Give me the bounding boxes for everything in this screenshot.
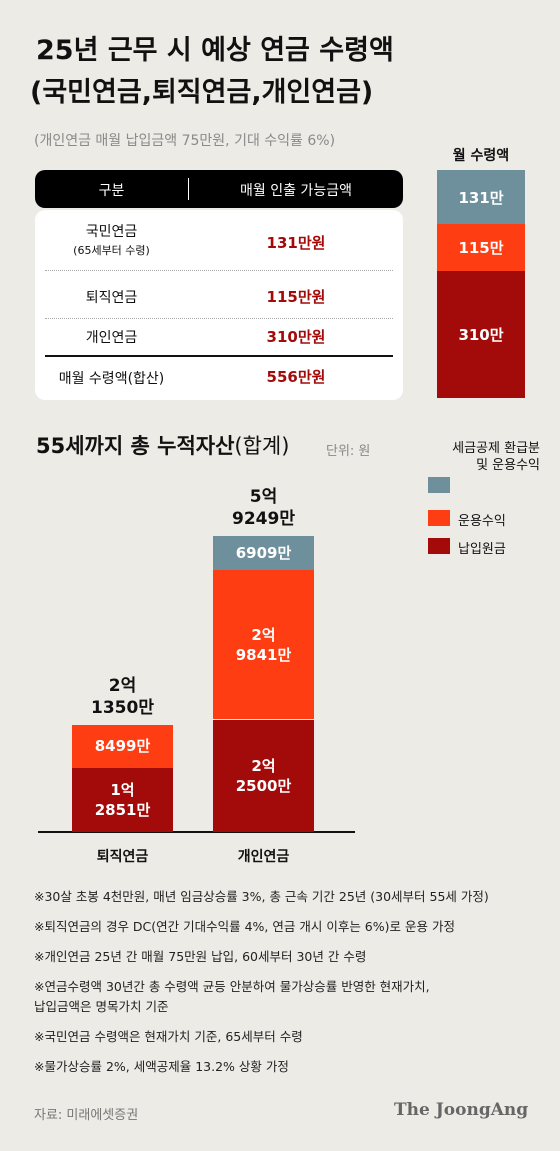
bar-segment [213, 535, 314, 571]
table-body [35, 210, 403, 400]
value-label: 2억 9841만 [235, 625, 292, 664]
note: ※퇴직연금의 경우 DC(연간 기대수익률 4%, 연금 개시 이후는 6%)로… [34, 919, 455, 934]
total-label: 매월 수령액(합산) [58, 371, 165, 387]
row-label: 국민연금 [85, 224, 138, 240]
note: ※30살 초봉 4천만원, 매년 임금상승률 3%, 총 근속 기간 25년 (… [34, 889, 489, 904]
side-title: 월 수령액 [452, 148, 510, 164]
legend-swatch [428, 510, 450, 526]
row-label: 퇴직연금 [85, 290, 138, 306]
column-header: 매월 인출 가능금액 [240, 183, 352, 199]
value-label: 1억 2851만 [94, 780, 151, 819]
note: ※국민연금 수령액은 현재가치 기준, 65세부터 수령 [34, 1029, 303, 1044]
legend-swatch [428, 477, 450, 493]
value-label: 131만 [458, 188, 504, 207]
row-value: 115만원 [266, 288, 326, 306]
value-label: 8499만 [94, 737, 151, 756]
title: 25년 근무 시 예상 연금 수령액 [36, 35, 394, 66]
total-label: 2억 1350만 [91, 676, 154, 719]
bar-segment [213, 719, 314, 832]
value-label: 115만 [458, 239, 504, 258]
bar-segment [72, 767, 173, 832]
bar-segment [72, 725, 173, 768]
segment [437, 223, 525, 271]
divider [188, 178, 189, 200]
subtitle: (개인연금 매월 납입금액 75만원, 기대 수익률 6%) [34, 133, 336, 149]
title: (국민연금,퇴직연금,개인연금) [30, 77, 374, 108]
legend-label: 세금공제 환급분 및 운용수익 [452, 441, 540, 473]
legend-label: 운용수익 [458, 514, 506, 529]
row-label: 개인연금 [85, 330, 138, 346]
baseline [38, 831, 355, 833]
total-divider [45, 355, 393, 357]
chart-title: 55세까지 총 누적자산 [36, 434, 235, 458]
x-label: 개인연금 [237, 849, 290, 865]
total-label: 5억 9249만 [232, 486, 295, 529]
total-value: 556만원 [266, 368, 326, 386]
bar-segment [213, 570, 314, 720]
legend-swatch [428, 538, 450, 554]
row-value: 310만원 [266, 328, 326, 346]
source: 자료: 미래에셋증권 [34, 1108, 139, 1123]
chart-title-suffix: (합계) [234, 434, 290, 458]
row-divider [45, 270, 393, 271]
value-label: 2억 2500만 [235, 756, 292, 795]
table-header [35, 170, 403, 208]
row-sublabel: (65세부터 수령) [73, 244, 150, 257]
logo: The JoongAng [394, 1100, 529, 1120]
unit: 단위: 원 [326, 444, 371, 459]
value-label: 310만 [458, 326, 504, 345]
value-label: 6909만 [235, 544, 292, 563]
column-header: 구분 [98, 183, 125, 199]
row-value: 131만원 [266, 234, 326, 252]
legend-label: 납입원금 [458, 542, 506, 557]
note: ※물가상승률 2%, 세액공제율 13.2% 상황 가정 [34, 1059, 289, 1074]
note: ※개인연금 25년 간 매월 75만원 납입, 60세부터 30년 간 수령 [34, 949, 367, 964]
row-divider [45, 318, 393, 319]
x-label: 퇴직연금 [96, 849, 149, 865]
chart-title: 55세까지 총 누적자산(합계) [36, 430, 289, 460]
segment [437, 170, 525, 224]
segment [437, 270, 525, 398]
note: ※연금수령액 30년간 총 수령액 균등 안분하여 물가상승률 반영한 현재가치… [34, 979, 430, 1014]
